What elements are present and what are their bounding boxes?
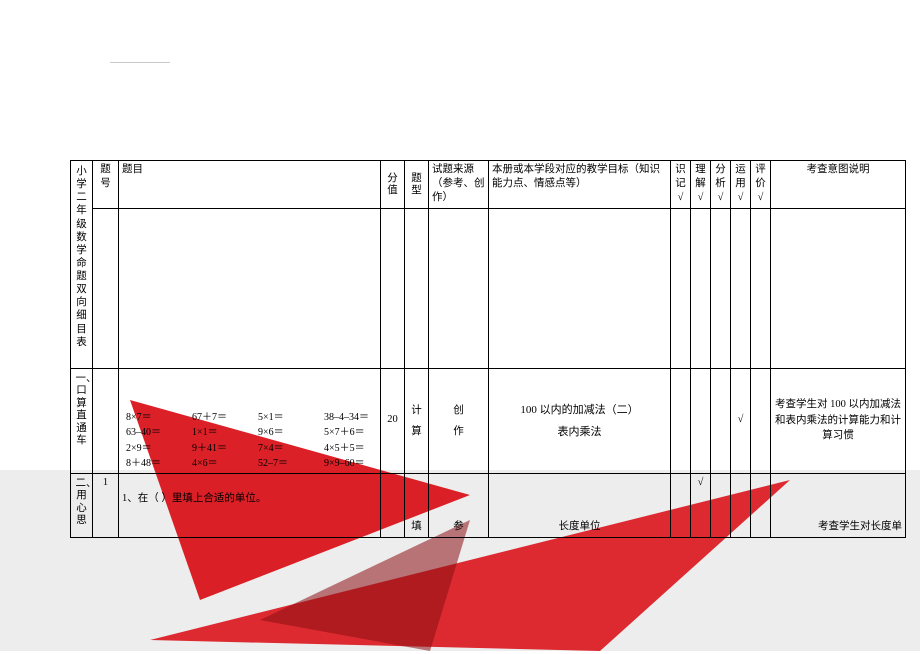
r2-topic: 1、在（ ）里填上合适的单位。 [119,473,381,537]
r1-topic: 8×7＝ 67＋7＝ 5×1＝ 38–4–34＝ 63–40＝ 1×1＝ 9×6… [119,368,381,473]
math-cell: 1×1＝ [192,426,252,440]
r1-remember [671,368,691,473]
math-cell: 52–7＝ [258,457,318,471]
col-qtype: 题型 [405,161,429,209]
math-cell: 63–40＝ [126,426,186,440]
math-cell: 9×6＝ [258,426,318,440]
math-cell: 8×7＝ [126,411,186,425]
row-1: 一、口算直通车 8×7＝ 67＋7＝ 5×1＝ 38–4–34＝ 63–40＝ … [71,368,906,473]
spec-table: 小学二年级数学命题双向细目表 题号 题目 分值 题型 试题来源（参考、创作） 本… [70,160,906,538]
col-apply: 运用 √ [731,161,751,209]
header-rule [110,62,170,63]
math-cell: 38–4–34＝ [324,411,394,425]
r2-score [381,473,405,537]
col-understand: 理解 √ [691,161,711,209]
r1-section-label: 一、口算直通车 [71,368,93,473]
r1-math-grid: 8×7＝ 67＋7＝ 5×1＝ 38–4–34＝ 63–40＝ 1×1＝ 9×6… [122,371,377,471]
col-topic: 题目 [119,161,381,209]
title-vertical-cell: 小学二年级数学命题双向细目表 [71,161,93,369]
col-num: 题号 [93,161,119,209]
math-cell: 7×4＝ [258,442,318,456]
r2-section-label: 二、用心思 [71,473,93,537]
r2-apply [731,473,751,537]
r1-objective: 100 以内的加减法（二） 表内乘法 [489,368,671,473]
col-score: 分值 [381,161,405,209]
col-intent: 考查意图说明 [771,161,906,209]
r2-understand: √ [691,473,711,537]
math-cell: 2×9＝ [126,442,186,456]
col-objective: 本册或本学段对应的教学目标（知识能力点、情感点等） [489,161,671,209]
title-vertical: 小学二年级数学命题双向细目表 [76,165,88,349]
r1-analyze [711,368,731,473]
math-cell: 5×7＋6＝ [324,426,394,440]
header-row: 小学二年级数学命题双向细目表 题号 题目 分值 题型 试题来源（参考、创作） 本… [71,161,906,209]
col-analyze: 分析 √ [711,161,731,209]
header-spacer-row [71,208,906,368]
r2-remember [671,473,691,537]
r1-intent: 考查学生对 100 以内加减法和表内乘法的计算能力和计算习惯 [771,368,906,473]
r1-apply: √ [731,368,751,473]
r2-source: 参 [429,473,489,537]
r2-evaluate [751,473,771,537]
math-cell: 8＋48＝ [126,457,186,471]
math-cell: 5×1＝ [258,411,318,425]
col-remember: 识记 √ [671,161,691,209]
col-evaluate: 评价 √ [751,161,771,209]
r1-qtype: 计算 [405,368,429,473]
math-cell: 67＋7＝ [192,411,252,425]
math-cell: 4×6＝ [192,457,252,471]
r2-objective: 长度单位 [489,473,671,537]
row-2: 二、用心思 1 1、在（ ）里填上合适的单位。 填 参 长度单位 √ 考查学生对… [71,473,906,537]
math-cell: 9＋41＝ [192,442,252,456]
r2-qtype: 填 [405,473,429,537]
r1-evaluate [751,368,771,473]
r1-source: 创作 [429,368,489,473]
r2-analyze [711,473,731,537]
math-cell: 4×5＋5＝ [324,442,394,456]
r2-intent: 考查学生对长度单 [771,473,906,537]
math-cell: 9×9–60＝ [324,457,394,471]
col-source: 试题来源（参考、创作） [429,161,489,209]
r1-understand [691,368,711,473]
